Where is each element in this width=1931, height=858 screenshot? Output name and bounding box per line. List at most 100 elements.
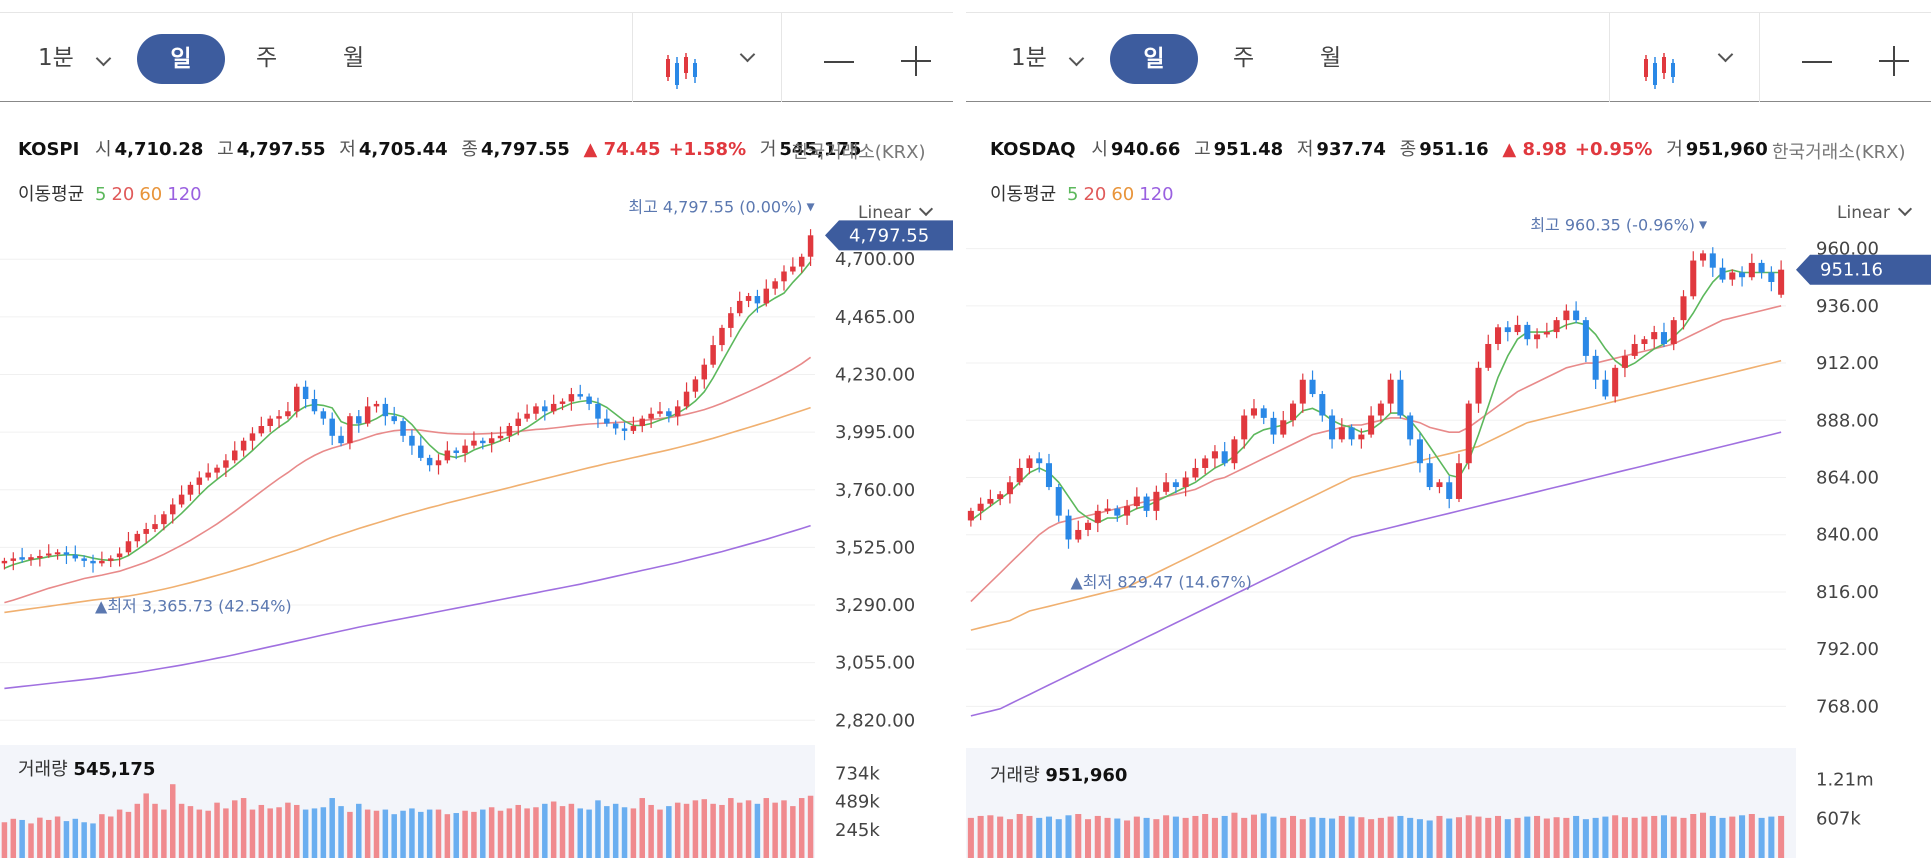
period-month-tab[interactable]: 월 — [343, 45, 365, 71]
y-tick-label: 4,700.00 — [835, 249, 915, 270]
candle-body — [1631, 343, 1638, 356]
volume-bar — [1621, 817, 1628, 858]
volume-bar — [666, 806, 672, 858]
candle-body — [418, 445, 424, 458]
volume-bar — [1172, 816, 1179, 858]
kosdaq-candlestick-chart[interactable]: 960.00 936.00 912.00 888.00 864.00 840.00 816.… — [966, 0, 1931, 858]
volume-bar — [426, 809, 433, 858]
candle-body — [444, 450, 451, 461]
candle-body — [1084, 522, 1092, 530]
zoom-out-icon[interactable] — [1802, 61, 1832, 63]
change-pct: +1.58% — [668, 139, 747, 160]
candle-body — [772, 281, 778, 289]
candlestick-chart-icon[interactable] — [663, 51, 703, 91]
volume-bar — [1358, 817, 1365, 858]
volume-bar — [977, 815, 984, 858]
volume-bar — [214, 802, 220, 858]
volume-bar — [1768, 816, 1775, 858]
candle-body — [1592, 355, 1599, 380]
scale-select[interactable]: Linear — [858, 201, 933, 223]
last-price-label: 4,797.55 — [849, 225, 929, 246]
period-day-tab[interactable]: 일 — [137, 34, 225, 84]
candle-body — [612, 423, 619, 429]
volume-bar — [28, 823, 34, 858]
volume-bar — [311, 808, 318, 858]
candle-body — [1524, 324, 1531, 340]
zoom-in-icon[interactable] — [1879, 46, 1909, 76]
candle-body — [497, 435, 504, 439]
candle-body — [232, 450, 238, 461]
volume-tick-label: 734k — [835, 763, 880, 784]
candle-body — [488, 438, 495, 444]
scale-select[interactable]: Linear — [1837, 201, 1912, 223]
volume-title: 거래량 951,960 — [990, 761, 1127, 787]
volume-bar — [781, 800, 787, 858]
candle-body — [595, 403, 601, 419]
change-value: ▲ 8.98 — [1502, 139, 1567, 160]
kospi-candlestick-chart[interactable]: 4,700.00 4,465.00 4,230.00 3,995.00 3,760.00… — [0, 0, 953, 858]
period-week-tab[interactable]: 주 — [1233, 45, 1255, 71]
max-marker-label: 최고 960.35 (-0.96%) — [1530, 215, 1695, 234]
candle-body — [692, 379, 699, 392]
volume-bar — [1543, 818, 1550, 858]
volume-total: 951,960 — [1045, 765, 1128, 786]
period-day-tab[interactable]: 일 — [1110, 34, 1198, 84]
volume-bar — [701, 799, 708, 858]
volume-bar — [595, 800, 601, 858]
period-week-tab[interactable]: 주 — [256, 45, 278, 71]
volume-bar — [710, 803, 716, 858]
volume-bar — [586, 809, 592, 858]
volume-bar — [1699, 812, 1707, 858]
volume-bar — [1739, 815, 1746, 858]
volume-tick-label: 607k — [1816, 809, 1861, 830]
candle-body — [1319, 394, 1326, 416]
candle-body — [320, 411, 327, 419]
volume-bar — [1426, 820, 1433, 858]
candle-body — [409, 435, 415, 446]
zoom-out-icon[interactable] — [824, 61, 854, 63]
candle-body — [657, 411, 663, 414]
candlestick-chart-icon[interactable] — [1641, 51, 1681, 91]
candle-body — [997, 494, 1004, 499]
separator — [632, 13, 633, 102]
period-month-tab[interactable]: 월 — [1320, 45, 1342, 71]
candle-body — [1172, 482, 1179, 488]
volume-bar — [1143, 817, 1150, 858]
volume-bar — [10, 818, 17, 858]
candle-body — [19, 557, 25, 560]
candle-body — [1758, 262, 1765, 273]
volume-bar — [1602, 816, 1609, 858]
volume-bar — [1338, 815, 1345, 858]
volume-bar — [1387, 816, 1394, 858]
volume-bar — [1680, 817, 1687, 858]
volume-bar — [418, 811, 424, 858]
candle-body — [1329, 415, 1336, 440]
candle-body — [1338, 427, 1345, 440]
zoom-in-icon[interactable] — [901, 46, 931, 76]
volume-bar — [125, 811, 132, 858]
candle-body — [1358, 434, 1365, 440]
volume-bar — [533, 807, 539, 858]
candle-body — [223, 460, 229, 468]
period-1min-select[interactable]: 1분 — [1011, 45, 1047, 71]
volume-bar — [320, 807, 327, 858]
volume-bar — [807, 795, 814, 858]
volume-bar — [54, 816, 61, 858]
candle-body — [1553, 320, 1560, 333]
candle-body — [347, 416, 353, 444]
period-1min-select[interactable]: 1분 — [38, 45, 74, 71]
quote-bar: KOSPI 시 4,710.28 고 4,797.55 저 4,705.44 종 4,7… — [18, 135, 869, 161]
volume-bar — [1006, 819, 1013, 858]
volume-bar — [577, 808, 583, 858]
candle-body — [81, 558, 87, 561]
candle-body — [471, 440, 477, 446]
candle-body — [1075, 529, 1082, 540]
volume-bar — [285, 802, 291, 858]
volume-bar — [550, 801, 557, 858]
candle-body — [1094, 510, 1101, 523]
candle-body — [1270, 417, 1277, 435]
symbol-name: KOSPI — [18, 139, 80, 160]
volume-bar — [1289, 815, 1297, 858]
candle-body — [161, 514, 167, 525]
candle-body — [1250, 408, 1258, 416]
